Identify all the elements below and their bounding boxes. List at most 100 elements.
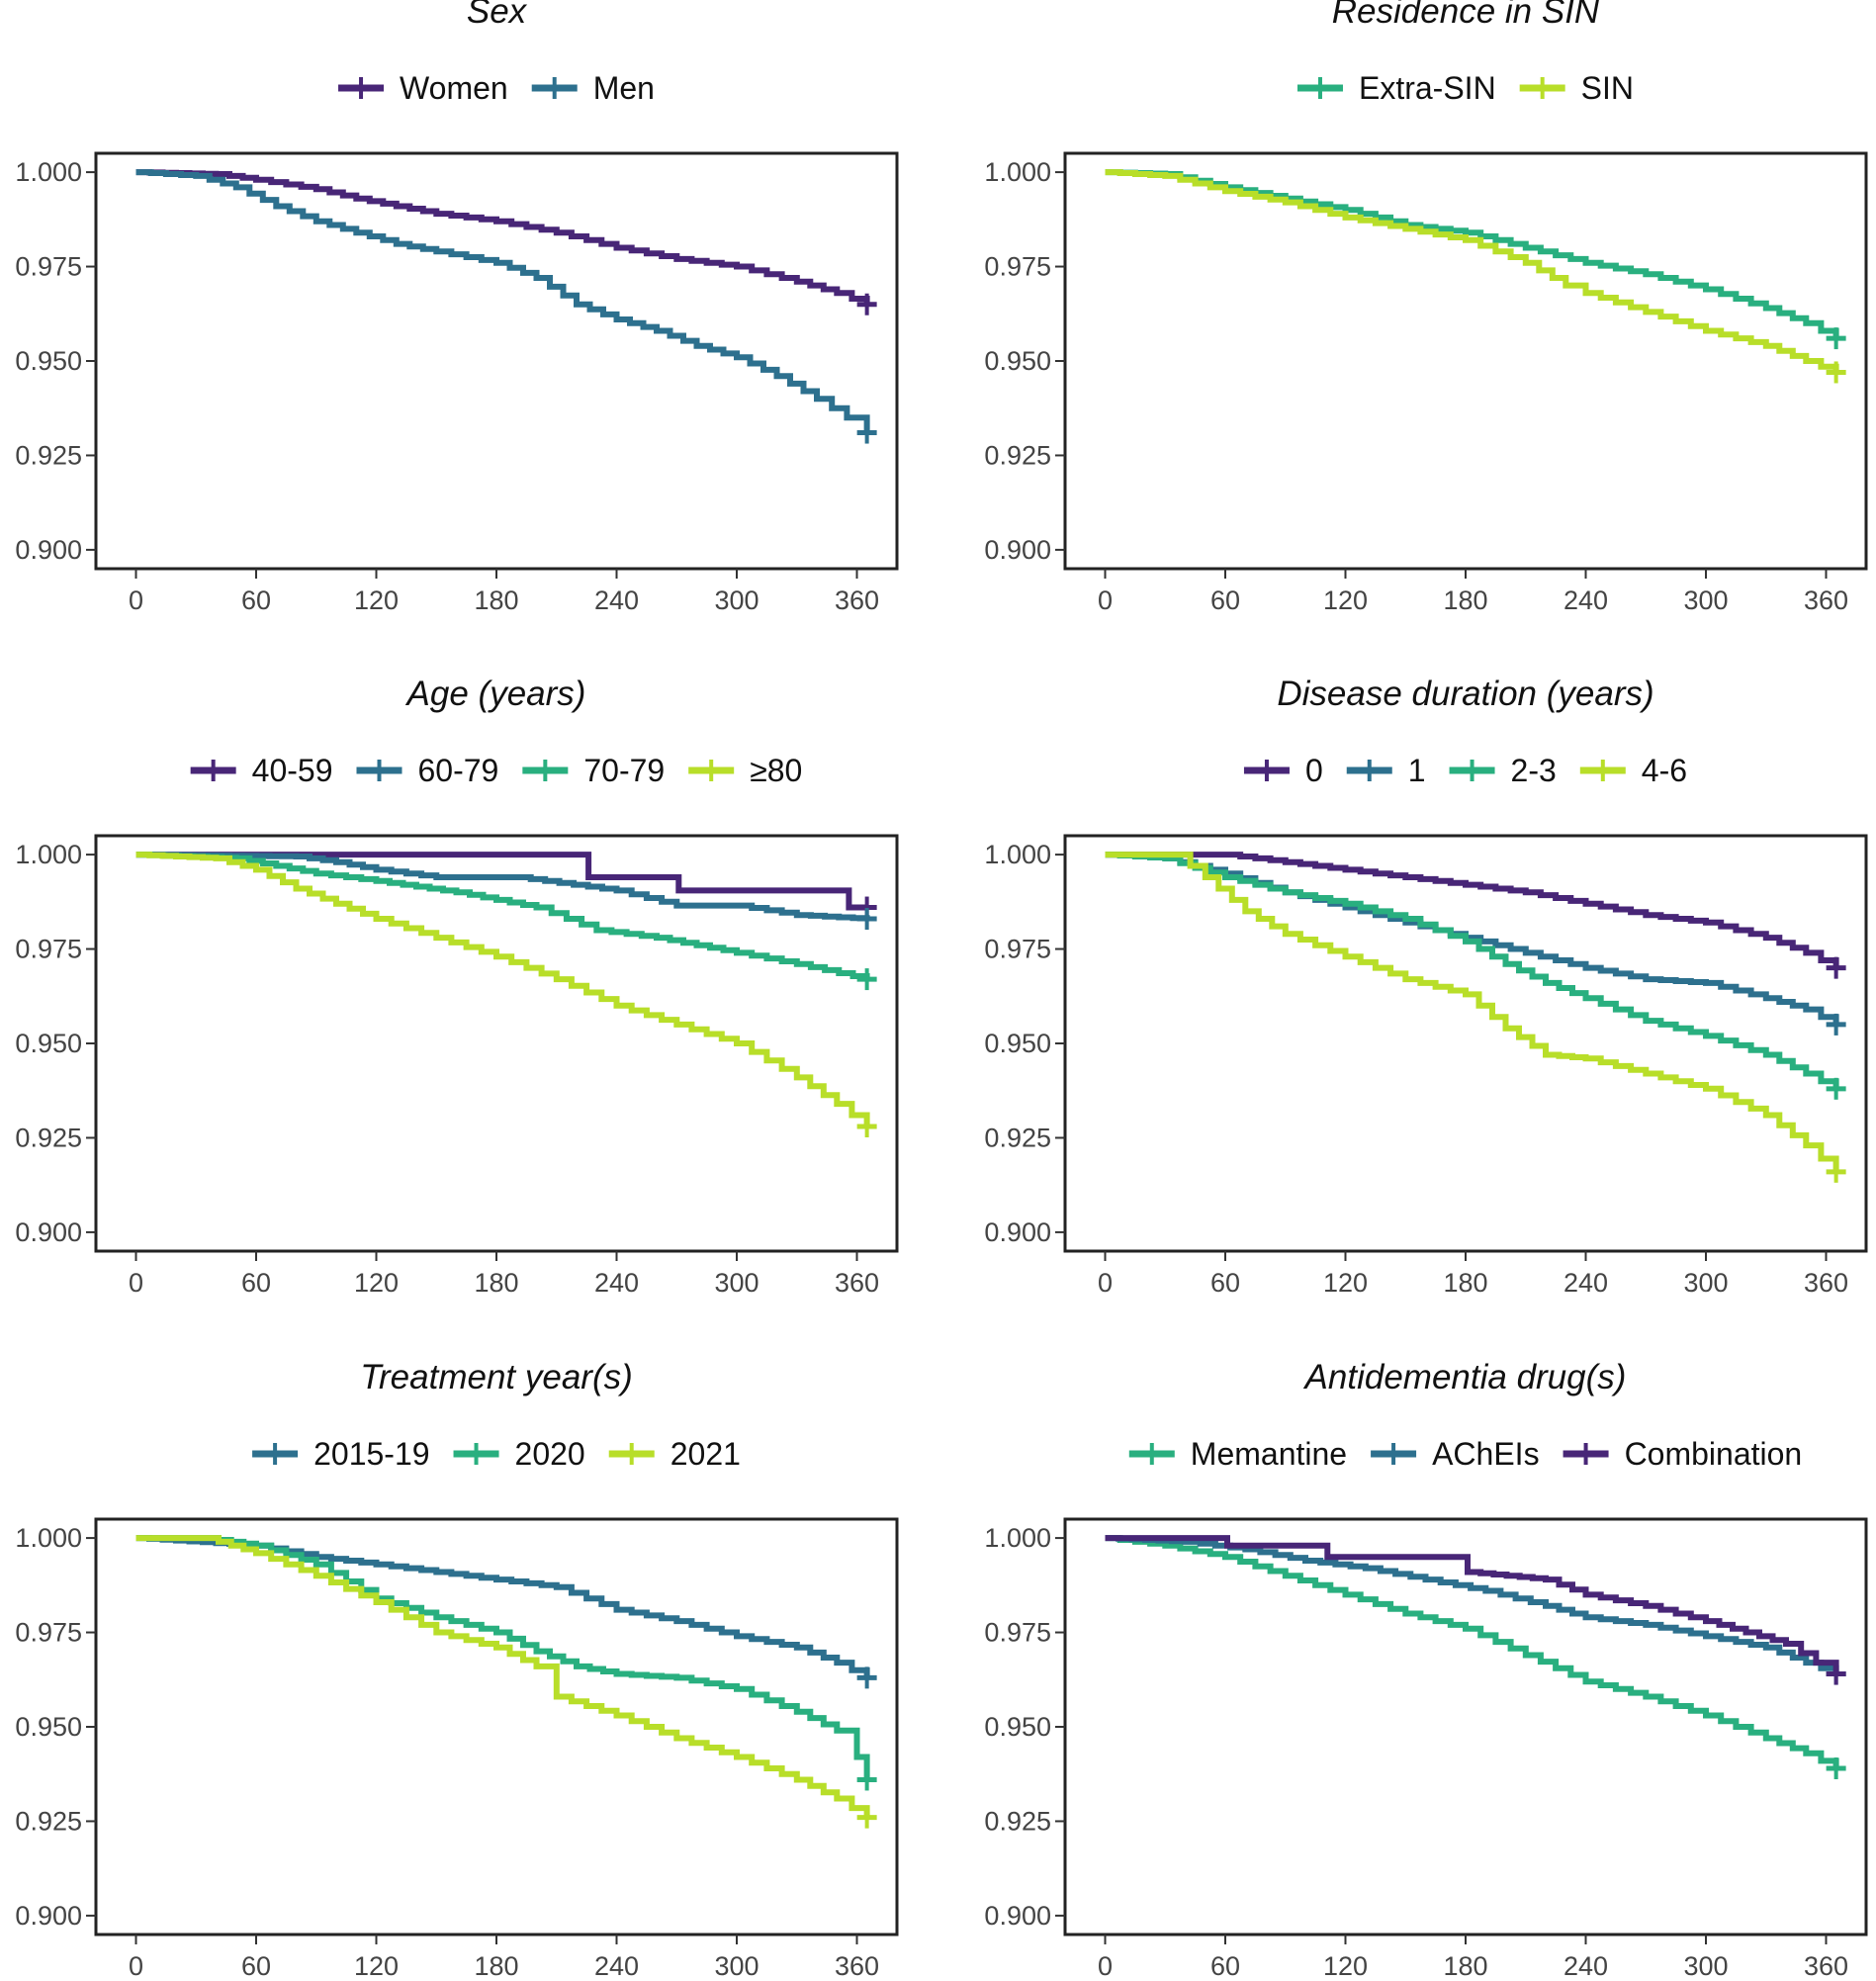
panel-5: Antidementia drug(s) Memantine AChEIs Combi… — [984, 1358, 1868, 1981]
y-tick-label: 1.000 — [15, 157, 82, 187]
x-tick-label: 60 — [241, 1268, 271, 1298]
legend-key — [522, 760, 569, 781]
panel-3: Disease duration (years) 0 1 2-3 4-6 1.000 0.9… — [984, 675, 1868, 1298]
x-tick-label: 360 — [835, 1268, 879, 1298]
x-tick-label: 60 — [1210, 1268, 1240, 1298]
y-tick-label: 0.950 — [15, 1712, 82, 1742]
y-tick-label: 1.000 — [15, 1523, 82, 1553]
panel-title: Treatment year(s) — [360, 1358, 633, 1396]
x-tick-label: 300 — [714, 585, 759, 615]
x-tick-label: 360 — [835, 585, 879, 615]
x-tick-label: 240 — [594, 1268, 639, 1298]
series-line-Extra-SIN — [1105, 169, 1839, 339]
y-tick-label: 0.900 — [984, 535, 1051, 565]
legend: 40-59 60-79 70-79 ≥80 — [190, 753, 802, 788]
series-line-Memantine — [1105, 1535, 1839, 1768]
y-tick-label: 1.000 — [984, 840, 1051, 869]
x-tick-label: 120 — [1323, 1268, 1368, 1298]
y-tick-label: 0.925 — [984, 440, 1051, 470]
y-tick-label: 0.950 — [984, 1712, 1051, 1742]
series-line-2-3 — [1105, 852, 1839, 1089]
x-tick-label: 180 — [474, 1951, 518, 1981]
legend: Memantine AChEIs Combination — [1128, 1436, 1803, 1472]
legend-key — [1519, 77, 1565, 99]
x-tick-label: 300 — [1683, 585, 1728, 615]
x-tick-label: 120 — [1323, 585, 1368, 615]
legend-key — [1243, 760, 1290, 781]
y-tick-label: 0.950 — [15, 1029, 82, 1058]
legend-item: 1 — [1346, 753, 1426, 788]
series-line-AChEIs — [1105, 1535, 1839, 1674]
series-line-Women — [135, 169, 870, 305]
x-tick-label: 0 — [129, 1268, 143, 1298]
legend-key — [190, 760, 236, 781]
x-tick-label: 0 — [1098, 1951, 1113, 1981]
panel-title: Residence in SIN — [1332, 0, 1600, 31]
legend-item: Memantine — [1128, 1436, 1347, 1472]
x-tick-label: 240 — [1563, 1268, 1608, 1298]
legend-key — [1346, 760, 1392, 781]
legend-label: 70-79 — [583, 753, 665, 788]
x-tick-label: 0 — [1098, 1268, 1113, 1298]
legend-label: Combination — [1625, 1436, 1803, 1472]
legend-label: 2020 — [515, 1436, 585, 1472]
y-tick-label: 1.000 — [984, 1523, 1051, 1553]
legend-label: 2015-19 — [313, 1436, 429, 1472]
x-tick-label: 240 — [594, 1951, 639, 1981]
x-tick-label: 180 — [474, 585, 518, 615]
y-tick-label: 0.900 — [15, 535, 82, 565]
y-tick-label: 0.975 — [15, 935, 82, 964]
legend-key — [1128, 1443, 1175, 1465]
x-tick-label: 240 — [594, 585, 639, 615]
series-line-2015-19 — [135, 1535, 870, 1678]
legend-item: ≥80 — [688, 753, 802, 788]
x-tick-label: 180 — [474, 1268, 518, 1298]
x-tick-label: 300 — [714, 1951, 759, 1981]
legend-item: 70-79 — [522, 753, 665, 788]
y-tick-label: 0.900 — [984, 1901, 1051, 1931]
panel-1: Residence in SIN Extra-SIN SIN 1.000 0.975 0.… — [984, 0, 1868, 615]
legend-item: 2015-19 — [252, 1436, 430, 1472]
legend-item: 60-79 — [356, 753, 498, 788]
x-tick-label: 300 — [1683, 1268, 1728, 1298]
y-tick-label: 0.975 — [15, 1618, 82, 1648]
legend: 2015-19 2020 2021 — [252, 1436, 741, 1472]
x-tick-label: 300 — [714, 1268, 759, 1298]
legend-label: Memantine — [1191, 1436, 1347, 1472]
plot-frame — [94, 151, 899, 571]
legend-item: SIN — [1519, 70, 1634, 106]
y-tick-label: 0.925 — [15, 1806, 82, 1836]
legend-item: Combination — [1563, 1436, 1803, 1472]
y-tick-label: 0.925 — [984, 1806, 1051, 1836]
legend-key — [1296, 77, 1343, 99]
series-line-≥80 — [135, 852, 870, 1126]
legend-item: 40-59 — [190, 753, 333, 788]
x-tick-label: 240 — [1563, 585, 1608, 615]
legend-label: 2-3 — [1511, 753, 1557, 788]
legend-label: SIN — [1581, 70, 1634, 106]
series-line-SIN — [1105, 169, 1839, 373]
legend-key — [356, 760, 402, 781]
legend-label: 2021 — [670, 1436, 741, 1472]
x-tick-label: 0 — [129, 1951, 143, 1981]
x-tick-label: 60 — [241, 585, 271, 615]
x-tick-label: 360 — [835, 1951, 879, 1981]
y-tick-label: 1.000 — [15, 840, 82, 869]
legend-item: 0 — [1243, 753, 1323, 788]
x-tick-label: 120 — [354, 585, 399, 615]
legend-key — [1579, 760, 1626, 781]
panel-0: Sex Women Men 1.000 0.975 0.950 0.925 0.900 0 60 1… — [15, 0, 899, 615]
legend-key — [1449, 760, 1495, 781]
x-tick-label: 360 — [1804, 1951, 1848, 1981]
y-tick-label: 1.000 — [984, 157, 1051, 187]
x-tick-label: 120 — [1323, 1951, 1368, 1981]
y-tick-label: 0.925 — [15, 1123, 82, 1152]
legend-item: 2-3 — [1449, 753, 1557, 788]
series-line-0 — [1105, 852, 1839, 968]
legend-label: 1 — [1408, 753, 1426, 788]
legend-item: Men — [531, 70, 655, 106]
legend-label: 0 — [1305, 753, 1323, 788]
y-tick-label: 0.975 — [15, 252, 82, 282]
x-tick-label: 180 — [1443, 1951, 1487, 1981]
